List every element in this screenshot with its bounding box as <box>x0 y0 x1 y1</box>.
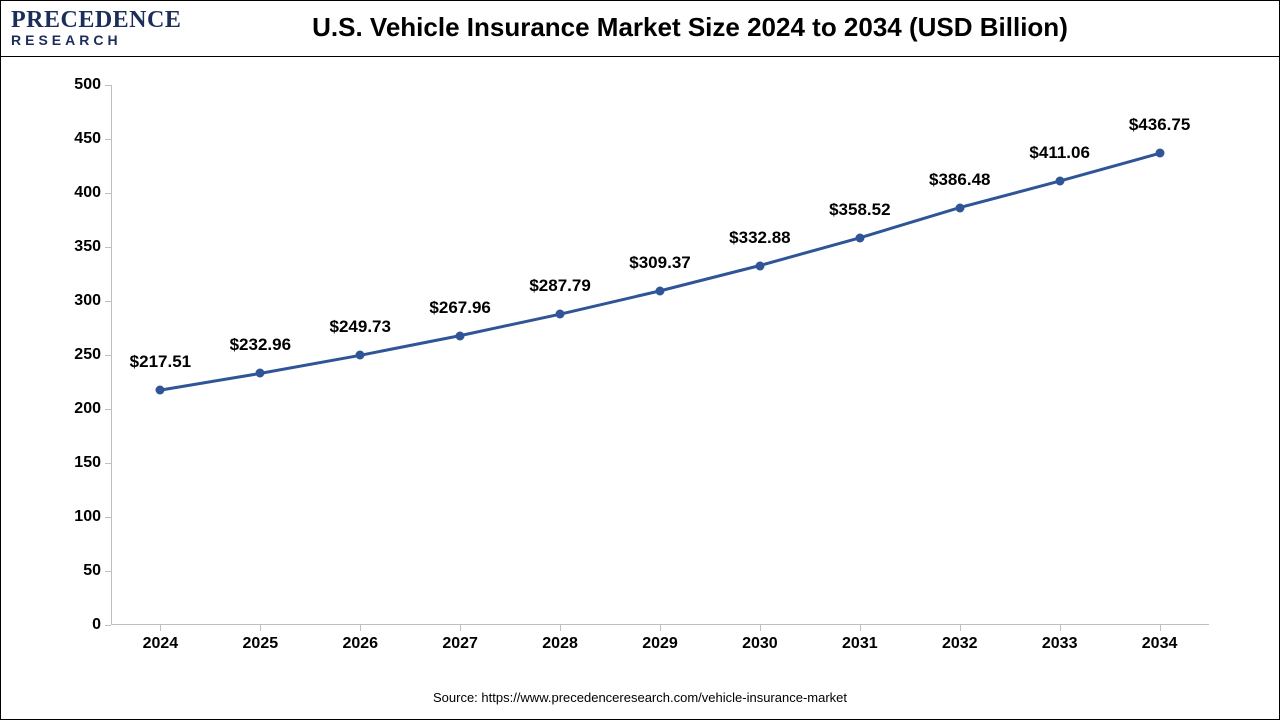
header: PRECEDENCE RESEARCH U.S. Vehicle Insuran… <box>1 1 1279 57</box>
y-tick-mark <box>105 463 111 464</box>
data-label: $358.52 <box>829 200 890 220</box>
x-tick-mark <box>360 625 361 631</box>
chart-title: U.S. Vehicle Insurance Market Size 2024 … <box>191 12 1269 43</box>
data-marker <box>356 351 365 360</box>
y-tick-mark <box>105 301 111 302</box>
logo-sub-text: RESEARCH <box>11 32 191 48</box>
data-label: $217.51 <box>130 352 191 372</box>
data-label: $411.06 <box>1029 143 1090 163</box>
data-label: $386.48 <box>929 170 990 190</box>
x-tick-mark <box>660 625 661 631</box>
y-tick-mark <box>105 517 111 518</box>
x-tick-mark <box>1160 625 1161 631</box>
x-tick-mark <box>960 625 961 631</box>
logo: PRECEDENCE RESEARCH <box>11 7 191 48</box>
data-label: $249.73 <box>330 317 391 337</box>
y-tick-mark <box>105 85 111 86</box>
data-label: $436.75 <box>1129 115 1190 135</box>
y-tick-mark <box>105 409 111 410</box>
x-tick-mark <box>760 625 761 631</box>
logo-main-text: PRECEDENCE <box>11 7 191 34</box>
data-marker <box>156 386 165 395</box>
y-tick-mark <box>105 571 111 572</box>
data-label: $232.96 <box>230 335 291 355</box>
x-tick-mark <box>160 625 161 631</box>
data-marker <box>456 331 465 340</box>
chart-container: PRECEDENCE RESEARCH U.S. Vehicle Insuran… <box>0 0 1280 720</box>
data-marker <box>955 203 964 212</box>
x-tick-mark <box>1060 625 1061 631</box>
y-tick-mark <box>105 193 111 194</box>
data-label: $267.96 <box>429 298 490 318</box>
x-tick-mark <box>460 625 461 631</box>
chart-area: $217.51 $232.96 $249.73 $267.96 $287.79 $309.… <box>111 85 1229 680</box>
data-marker <box>755 261 764 270</box>
y-tick-mark <box>105 625 111 626</box>
plot-area: $217.51 $232.96 $249.73 $267.96 $287.79 $309.… <box>111 85 1209 625</box>
data-label: $309.37 <box>629 253 690 273</box>
data-marker <box>256 369 265 378</box>
data-marker <box>556 310 565 319</box>
data-label: $287.79 <box>529 276 590 296</box>
data-marker <box>1055 177 1064 186</box>
y-tick-mark <box>105 139 111 140</box>
y-tick-mark <box>105 355 111 356</box>
data-marker <box>855 233 864 242</box>
data-label: $332.88 <box>729 228 790 248</box>
data-marker <box>1155 149 1164 158</box>
data-marker <box>656 286 665 295</box>
y-tick-mark <box>105 247 111 248</box>
x-tick-mark <box>860 625 861 631</box>
source-text: Source: https://www.precedenceresearch.c… <box>1 690 1279 719</box>
x-tick-mark <box>260 625 261 631</box>
x-tick-mark <box>560 625 561 631</box>
